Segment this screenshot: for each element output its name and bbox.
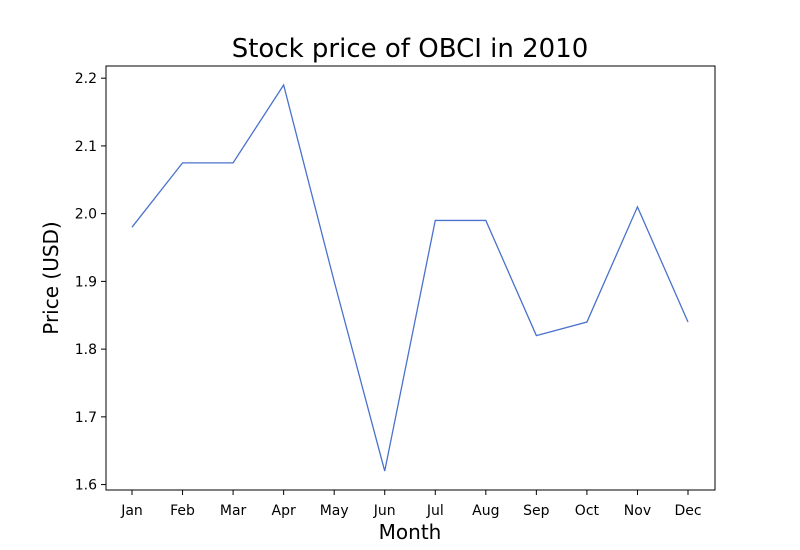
x-axis: Jan Feb Mar Apr May Jun Jul Aug Sep Oct Nov Dec [120, 490, 702, 519]
x-tick-label: Oct [575, 503, 600, 519]
x-tick-label: Jan [120, 503, 143, 519]
y-axis: 1.6 1.7 1.8 1.9 2.0 2.1 2.2 [75, 71, 106, 494]
chart-title: Stock price of OBCI in 2010 [232, 34, 589, 64]
y-tick-label: 1.7 [75, 410, 97, 426]
series-group [131, 83, 689, 472]
x-tick-label: Nov [624, 503, 651, 519]
x-tick-label: May [320, 503, 349, 519]
x-tick-label: Apr [272, 503, 296, 519]
y-tick-label: 2.1 [75, 139, 97, 155]
x-axis-label: Month [379, 520, 442, 544]
y-tick-label: 1.6 [75, 478, 97, 494]
x-tick-label: Sep [523, 503, 550, 519]
series-line-0 [131, 83, 689, 472]
y-tick-label: 2.0 [75, 207, 97, 223]
x-tick-label: Aug [472, 503, 499, 519]
y-tick-label: 1.9 [75, 274, 97, 290]
plot-area-frame [105, 65, 716, 491]
x-tick-label: Feb [170, 503, 195, 519]
y-tick-label: 1.8 [75, 342, 97, 358]
x-tick-label: Mar [220, 503, 247, 519]
y-axis-label: Price (USD) [39, 221, 63, 335]
x-tick-label: Dec [674, 503, 701, 519]
x-tick-label: Jun [373, 503, 396, 519]
x-tick-label: Jul [426, 503, 444, 519]
y-tick-label: 2.2 [75, 71, 97, 87]
